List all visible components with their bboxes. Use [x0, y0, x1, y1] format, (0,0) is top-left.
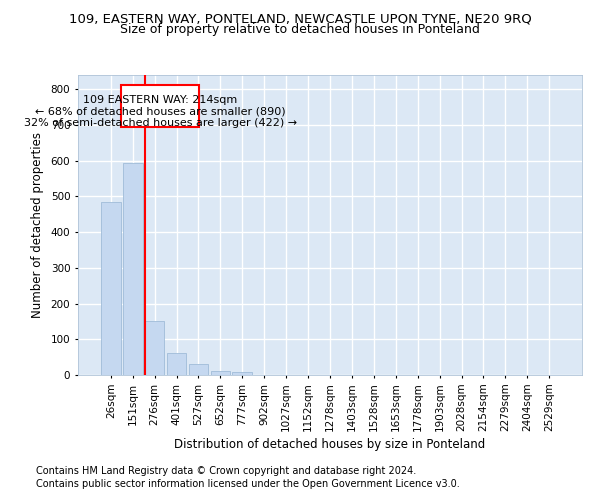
- Text: ← 68% of detached houses are smaller (890): ← 68% of detached houses are smaller (89…: [35, 106, 286, 117]
- X-axis label: Distribution of detached houses by size in Ponteland: Distribution of detached houses by size …: [175, 438, 485, 452]
- Text: 32% of semi-detached houses are larger (422) →: 32% of semi-detached houses are larger (…: [23, 118, 297, 128]
- Y-axis label: Number of detached properties: Number of detached properties: [31, 132, 44, 318]
- Bar: [145, 322, 164, 375]
- Bar: [121, 84, 199, 127]
- Bar: [101, 202, 121, 375]
- Text: Size of property relative to detached houses in Ponteland: Size of property relative to detached ho…: [120, 22, 480, 36]
- Bar: [123, 163, 143, 375]
- Text: Contains public sector information licensed under the Open Government Licence v3: Contains public sector information licen…: [36, 479, 460, 489]
- Text: 109 EASTERN WAY: 214sqm: 109 EASTERN WAY: 214sqm: [83, 94, 238, 104]
- Bar: [167, 353, 187, 375]
- Text: Contains HM Land Registry data © Crown copyright and database right 2024.: Contains HM Land Registry data © Crown c…: [36, 466, 416, 476]
- Bar: [188, 364, 208, 375]
- Bar: [211, 372, 230, 375]
- Bar: [232, 372, 252, 375]
- Text: 109, EASTERN WAY, PONTELAND, NEWCASTLE UPON TYNE, NE20 9RQ: 109, EASTERN WAY, PONTELAND, NEWCASTLE U…: [68, 12, 532, 26]
